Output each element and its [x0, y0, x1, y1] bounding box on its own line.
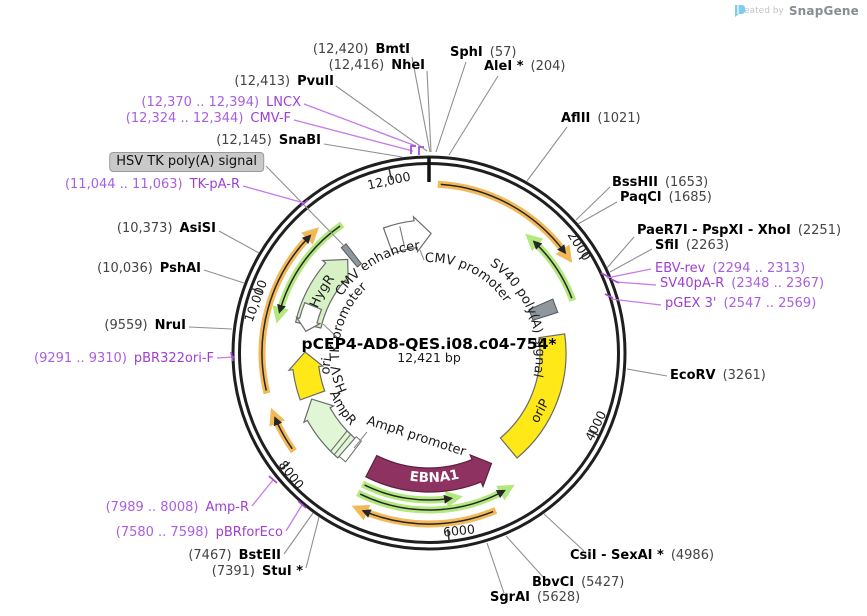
site-label-csii-sexai[interactable]: CsiI - SexAI * (4986) [570, 548, 715, 563]
site-label-bbvci[interactable]: BbvCI (5427) [532, 575, 625, 590]
primer-leader-lines [216, 103, 662, 532]
ampr-promoter-label: AmpR promoter [365, 414, 468, 460]
features [287, 215, 567, 493]
plasmid-title: pCEP4-AD8-QES.i08.c04-754* [302, 335, 557, 353]
created-by-text: Created by [734, 6, 784, 16]
plasmid-title-group: pCEP4-AD8-QES.i08.c04-754* 12,421 bp [302, 335, 557, 365]
site-label-snabi[interactable]: (12,145) SnaBI [216, 133, 321, 148]
site-label-stui[interactable]: (7391) StuI * [211, 564, 303, 579]
orip-band[interactable] [499, 333, 567, 459]
ori-label: ori [318, 357, 335, 376]
site-label-paer7i-pspxi-xhoi[interactable]: PaeR7I - PspXI - XhoI (2251) [637, 223, 842, 238]
site-label-aflii[interactable]: AflII (1021) [561, 111, 641, 126]
site-label-alei[interactable]: AleI * (204) [484, 59, 566, 74]
ebna1-arrow[interactable] [365, 453, 493, 493]
primer-label-amp-r[interactable]: (7989 .. 8008) Amp-R [105, 500, 249, 515]
snapgene-watermark: Created by SnapGene [734, 4, 859, 18]
site-label-nhei[interactable]: (12,416) NheI [328, 58, 425, 73]
snapgene-brand-text: SnapGene [788, 4, 859, 18]
primer-label-cmv-f[interactable]: (12,324 .. 12,344) CMV-F [125, 111, 291, 126]
ebna1-label: EBNA1 [409, 467, 461, 487]
primer-label-tk-pa-r[interactable]: (11,044 .. 11,063) TK-pA-R [64, 177, 240, 192]
sv40-polya-box[interactable] [528, 298, 559, 321]
hsv-tk-polya-box[interactable] [340, 243, 362, 268]
cmv-feature-divider [399, 226, 406, 248]
primer-label-pgex-3[interactable]: pGEX 3' (2547 .. 2569) [665, 296, 817, 311]
tick-marks [251, 168, 600, 541]
ampr-hatch-1 [333, 433, 352, 456]
site-label-sphi[interactable]: SphI (57) [450, 45, 517, 60]
tick-8000: 8000 [276, 458, 307, 492]
leader-lines [188, 56, 668, 594]
primer-label-lncx[interactable]: (12,370 .. 12,394) LNCX [141, 95, 301, 110]
primer-label-sv40pa-r[interactable]: SV40pA-R (2348 .. 2367) [660, 276, 825, 291]
primer-label-ebv-rev[interactable]: EBV-rev (2294 .. 2313) [655, 261, 806, 276]
snapgene-logo-icon [735, 5, 746, 17]
site-label-paqci[interactable]: PaqCI (1685) [620, 190, 712, 205]
site-label-nrui[interactable]: (9559) NruI [104, 318, 186, 333]
ori-arrow[interactable] [287, 351, 326, 401]
tick-6000: 6000 [442, 521, 475, 539]
primer-label-pbrforeco[interactable]: (7580 .. 7598) pBRforEco [115, 525, 283, 540]
site-label-bsteii[interactable]: (7467) BstEII [188, 548, 281, 563]
site-label-pvuii[interactable]: (12,413) PvuII [234, 74, 334, 89]
hsv-tk-promoter-arrow[interactable] [295, 301, 323, 333]
site-label-bsshii[interactable]: BssHII (1653) [612, 175, 709, 190]
hsv-tk-polya-label[interactable]: HSV TK poly(A) signal [109, 152, 264, 172]
site-label-sfii[interactable]: SfiI (2263) [655, 238, 730, 253]
ampr-promoter-box[interactable] [338, 436, 363, 463]
tick-2000: 2000 [565, 228, 595, 263]
ampr-hatch-2 [330, 430, 348, 452]
plasmid-ring [231, 155, 627, 551]
cmv-enhancer-promoter-arrow[interactable] [382, 215, 432, 255]
site-label-pshai[interactable]: (10,036) PshAI [97, 261, 201, 276]
plasmid-length: 12,421 bp [397, 350, 461, 365]
site-label-sgrai[interactable]: SgrAI (5628) [490, 590, 581, 605]
site-label-asisi[interactable]: (10,373) AsiSI [116, 221, 216, 236]
sv40-polya-label: SV40 poly(A) signal [487, 256, 547, 379]
ampr-arrow[interactable] [302, 398, 356, 459]
site-label-bmti[interactable]: (12,420) BmtI [312, 42, 410, 57]
site-label-ecorv[interactable]: EcoRV (3261) [670, 368, 766, 383]
primer-site-marks [230, 145, 620, 509]
primer-label-pbr322ori-f[interactable]: (9291 .. 9310) pBR322ori-F [34, 351, 214, 366]
